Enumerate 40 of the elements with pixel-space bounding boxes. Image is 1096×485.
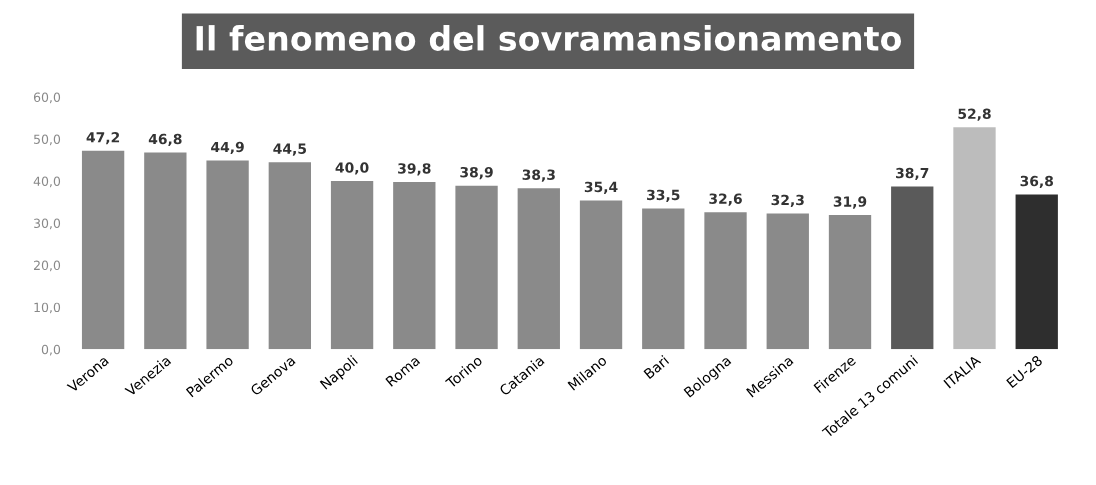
bar bbox=[704, 212, 747, 350]
data-label: 33,5 bbox=[647, 189, 680, 202]
data-label: 44,9 bbox=[211, 141, 244, 154]
bar bbox=[517, 188, 560, 350]
y-tick-label: 40,0 bbox=[33, 176, 61, 188]
bar bbox=[268, 162, 311, 350]
data-label: 40,0 bbox=[335, 162, 369, 175]
bar bbox=[455, 185, 498, 350]
data-label: 32,6 bbox=[709, 193, 742, 206]
bar bbox=[144, 152, 187, 350]
data-label: 38,3 bbox=[522, 169, 555, 182]
y-tick-label: 20,0 bbox=[33, 260, 61, 272]
y-tick-label: 10,0 bbox=[34, 302, 61, 314]
bar bbox=[891, 186, 934, 350]
data-label: 35,4 bbox=[584, 181, 618, 194]
bar bbox=[393, 181, 436, 350]
bar bbox=[642, 208, 685, 350]
data-label: 47,2 bbox=[86, 132, 120, 145]
y-tick-label: 50,0 bbox=[34, 134, 61, 146]
bar bbox=[828, 215, 872, 350]
data-label: 36,8 bbox=[1020, 175, 1054, 189]
data-label: 38,7 bbox=[896, 167, 929, 181]
data-label: 32,3 bbox=[771, 194, 804, 207]
data-label: 46,8 bbox=[148, 133, 182, 147]
bar bbox=[579, 200, 623, 350]
data-label: 31,9 bbox=[833, 196, 867, 209]
y-tick-label: 30,0 bbox=[34, 218, 61, 230]
y-tick-label: 0,0 bbox=[41, 344, 61, 356]
data-label: 39,8 bbox=[398, 163, 431, 176]
bar bbox=[1015, 194, 1058, 350]
bar bbox=[206, 160, 249, 350]
bar bbox=[81, 150, 125, 350]
bar bbox=[953, 127, 996, 350]
data-label: 38,9 bbox=[460, 166, 493, 180]
bar bbox=[330, 181, 374, 350]
data-label: 44,5 bbox=[273, 143, 306, 156]
data-label: 52,8 bbox=[958, 108, 991, 121]
y-tick-label: 60,0 bbox=[33, 92, 61, 104]
bar bbox=[766, 213, 809, 350]
chart-title: Il fenomeno del sovramansionamento bbox=[196, 25, 902, 51]
